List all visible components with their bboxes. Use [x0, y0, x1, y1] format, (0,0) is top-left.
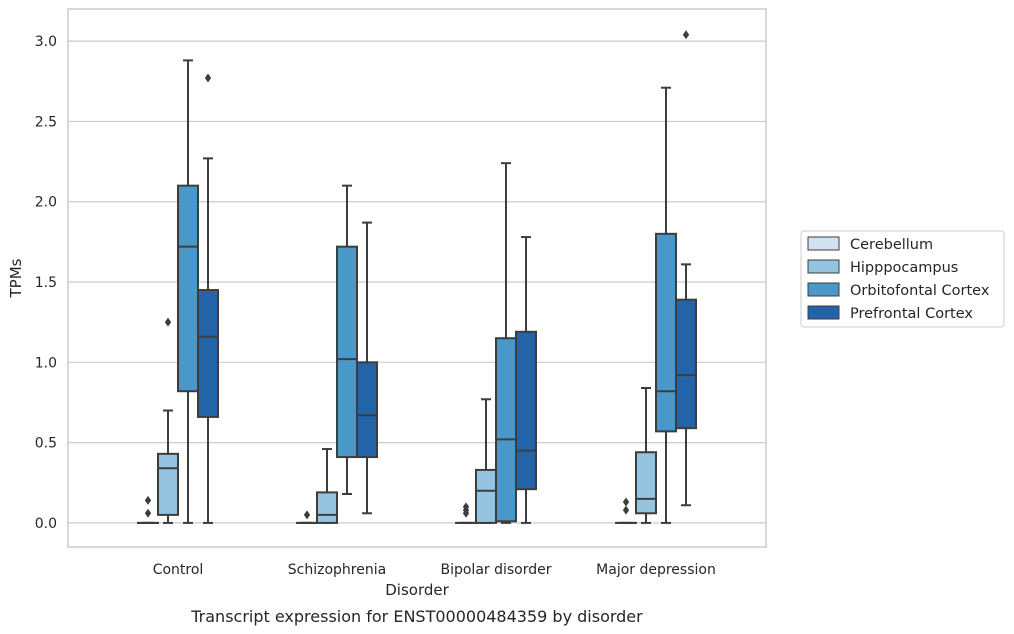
box: [157, 317, 179, 524]
y-tick-label: 2.0: [35, 195, 57, 211]
x-axis-title: Disorder: [385, 581, 449, 599]
box-body: [157, 452, 179, 516]
chart-caption: Transcript expression for ENST0000048435…: [190, 607, 643, 626]
box-body: [475, 468, 497, 524]
box: [197, 73, 219, 524]
x-axis-ticks: Control Schizophrenia Bipolar disorder Majo…: [153, 562, 716, 578]
box-body: [336, 245, 358, 459]
outlier-marker: [204, 73, 212, 83]
y-tick-label: 0.5: [35, 436, 57, 452]
legend-frame: [800, 230, 1005, 328]
box: [495, 162, 517, 524]
box: [316, 448, 338, 524]
legend-swatch: [807, 305, 840, 320]
outlier-marker: [303, 510, 311, 520]
box-body: [177, 184, 199, 393]
y-axis-ticks: 0.0 0.5 1.0 1.5 2.0 2.5 3.0: [35, 34, 57, 532]
y-tick-label: 2.5: [35, 114, 57, 130]
outlier-marker: [622, 505, 630, 515]
series-cerebellum: [137, 495, 637, 524]
legend-swatch: [807, 236, 840, 251]
legend-swatch: [807, 259, 840, 274]
box-body: [655, 232, 677, 433]
outlier-marker: [144, 508, 152, 518]
y-tick-label: 3.0: [35, 34, 57, 50]
x-tick-label: Bipolar disorder: [440, 562, 551, 578]
series-hipppocampus: [157, 317, 657, 524]
legend-label: Prefrontal Cortex: [850, 306, 973, 322]
box: [137, 495, 159, 524]
y-axis-title: TPMs: [7, 258, 25, 298]
box: [356, 221, 378, 515]
x-tick-label: Schizophrenia: [288, 562, 386, 578]
x-tick-label: Major depression: [596, 562, 716, 578]
y-tick-label: 1.5: [35, 275, 57, 291]
y-tick-label: 1.0: [35, 355, 57, 371]
outlier-marker: [622, 497, 630, 507]
box: [615, 497, 637, 524]
box-body: [316, 491, 338, 524]
legend: Cerebellum Hipppocampus Orbitofontal Corte…: [800, 230, 1005, 328]
legend-label: Hipppocampus: [850, 260, 958, 276]
outlier-marker: [462, 502, 470, 512]
box-body: [356, 361, 378, 459]
box: [675, 30, 697, 507]
series-orbitofontal-cortex: [177, 59, 677, 524]
box: [655, 86, 677, 524]
box-body: [635, 451, 657, 515]
box: [296, 510, 318, 524]
y-tick-label: 0.0: [35, 516, 57, 532]
legend-swatch: [807, 282, 840, 297]
outlier-marker: [164, 317, 172, 327]
box: [515, 236, 537, 524]
box-body: [495, 337, 517, 523]
series-prefrontal-cortex: [197, 30, 697, 524]
box: [455, 502, 477, 524]
plot-area-frame: [67, 8, 767, 548]
box-body: [515, 330, 537, 491]
box: [475, 398, 497, 524]
x-tick-label: Control: [153, 562, 204, 578]
outlier-marker: [682, 30, 690, 40]
outlier-marker: [144, 495, 152, 505]
box-body: [675, 298, 697, 430]
box-series: [137, 30, 697, 524]
legend-label: Orbitofontal Cortex: [850, 283, 990, 299]
box: [336, 184, 358, 496]
box-body: [197, 289, 219, 418]
box: [635, 387, 657, 524]
legend-label: Cerebellum: [850, 237, 933, 253]
box: [177, 59, 199, 524]
